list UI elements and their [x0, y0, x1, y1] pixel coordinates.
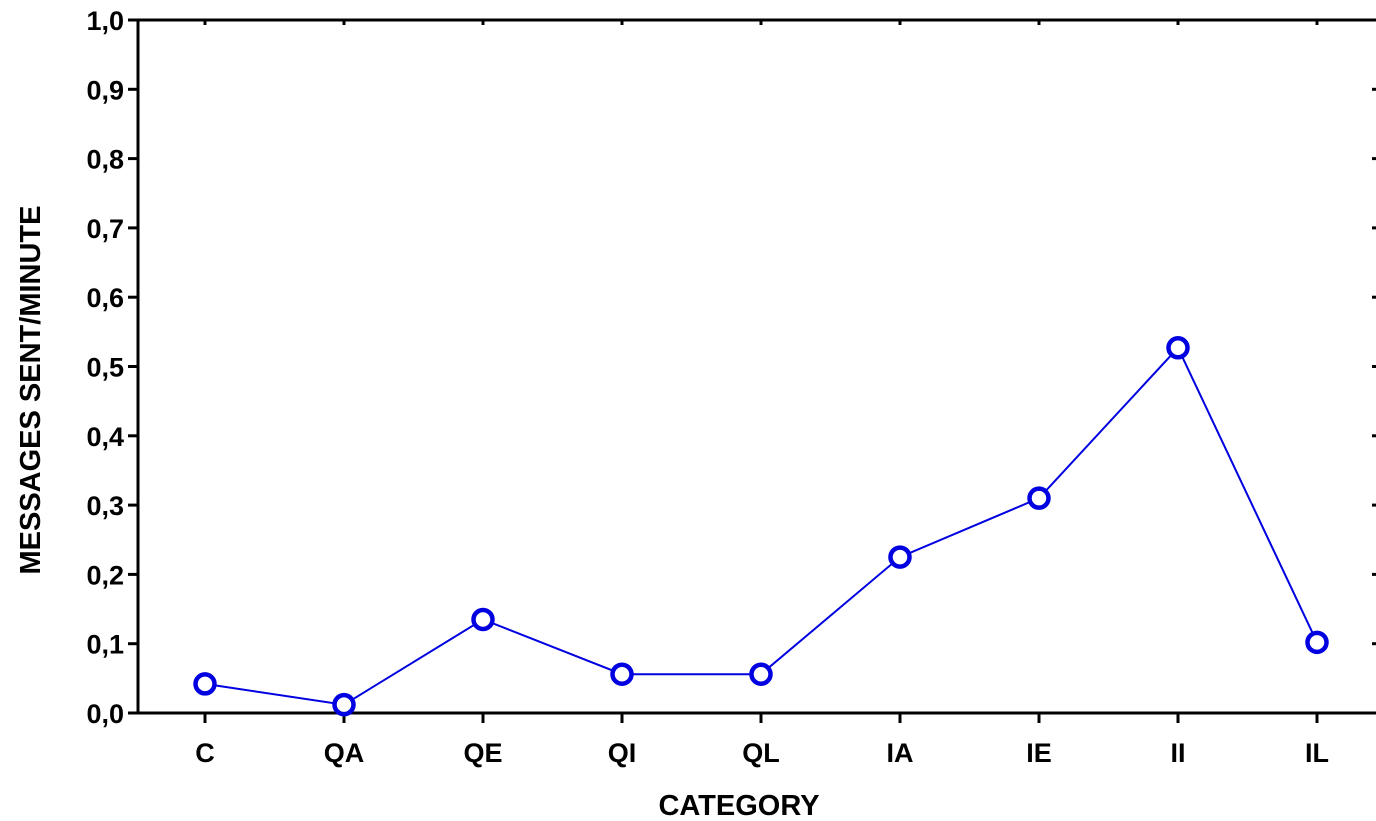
- x-tick-label: IE: [1026, 738, 1052, 768]
- x-tick-label: IL: [1305, 738, 1329, 768]
- y-axis-ticks: 0,0 0,1 0,2 0,3 0,4 0,5 0,6 0,7 0,8 0,9 1,0: [86, 6, 1376, 729]
- x-tick-label: QL: [742, 738, 780, 768]
- series-line: [204, 346, 1318, 706]
- data-point: [888, 545, 912, 569]
- y-tick-label: 0,9: [86, 75, 124, 105]
- data-point: [610, 662, 634, 686]
- y-tick-label: 0,7: [86, 214, 124, 244]
- y-tick-label: 0,1: [86, 630, 124, 660]
- x-tick-label: QI: [608, 738, 637, 768]
- data-point: [1166, 336, 1190, 360]
- x-tick-label: QA: [324, 738, 365, 768]
- y-tick-label: 0,2: [86, 560, 124, 590]
- y-tick-label: 0,4: [86, 422, 124, 452]
- series-layer: [193, 336, 1329, 717]
- x-tick-label: QE: [463, 738, 502, 768]
- y-tick-label: 0,0: [86, 699, 124, 729]
- data-point: [193, 672, 217, 696]
- y-tick-label: 1,0: [86, 6, 124, 36]
- x-tick-label: C: [195, 738, 215, 768]
- y-tick-label: 0,6: [86, 283, 124, 313]
- data-point: [1305, 630, 1329, 655]
- x-axis-title: CATEGORY: [658, 790, 819, 821]
- plot-frame: [136, 18, 1376, 715]
- data-point: [332, 692, 356, 717]
- y-axis-title: MESSAGES SENT/MINUTE: [15, 206, 47, 575]
- data-point: [471, 607, 495, 632]
- y-tick-label: 0,3: [86, 491, 124, 521]
- data-point: [1027, 486, 1051, 510]
- x-tick-label: II: [1170, 738, 1185, 768]
- y-tick-label: 0,5: [86, 353, 124, 383]
- x-tick-label: IA: [887, 738, 914, 768]
- y-tick-label: 0,8: [86, 145, 124, 175]
- data-point: [749, 662, 773, 686]
- x-axis-ticks: C QA QE QI QL IA IE II IL: [195, 20, 1329, 768]
